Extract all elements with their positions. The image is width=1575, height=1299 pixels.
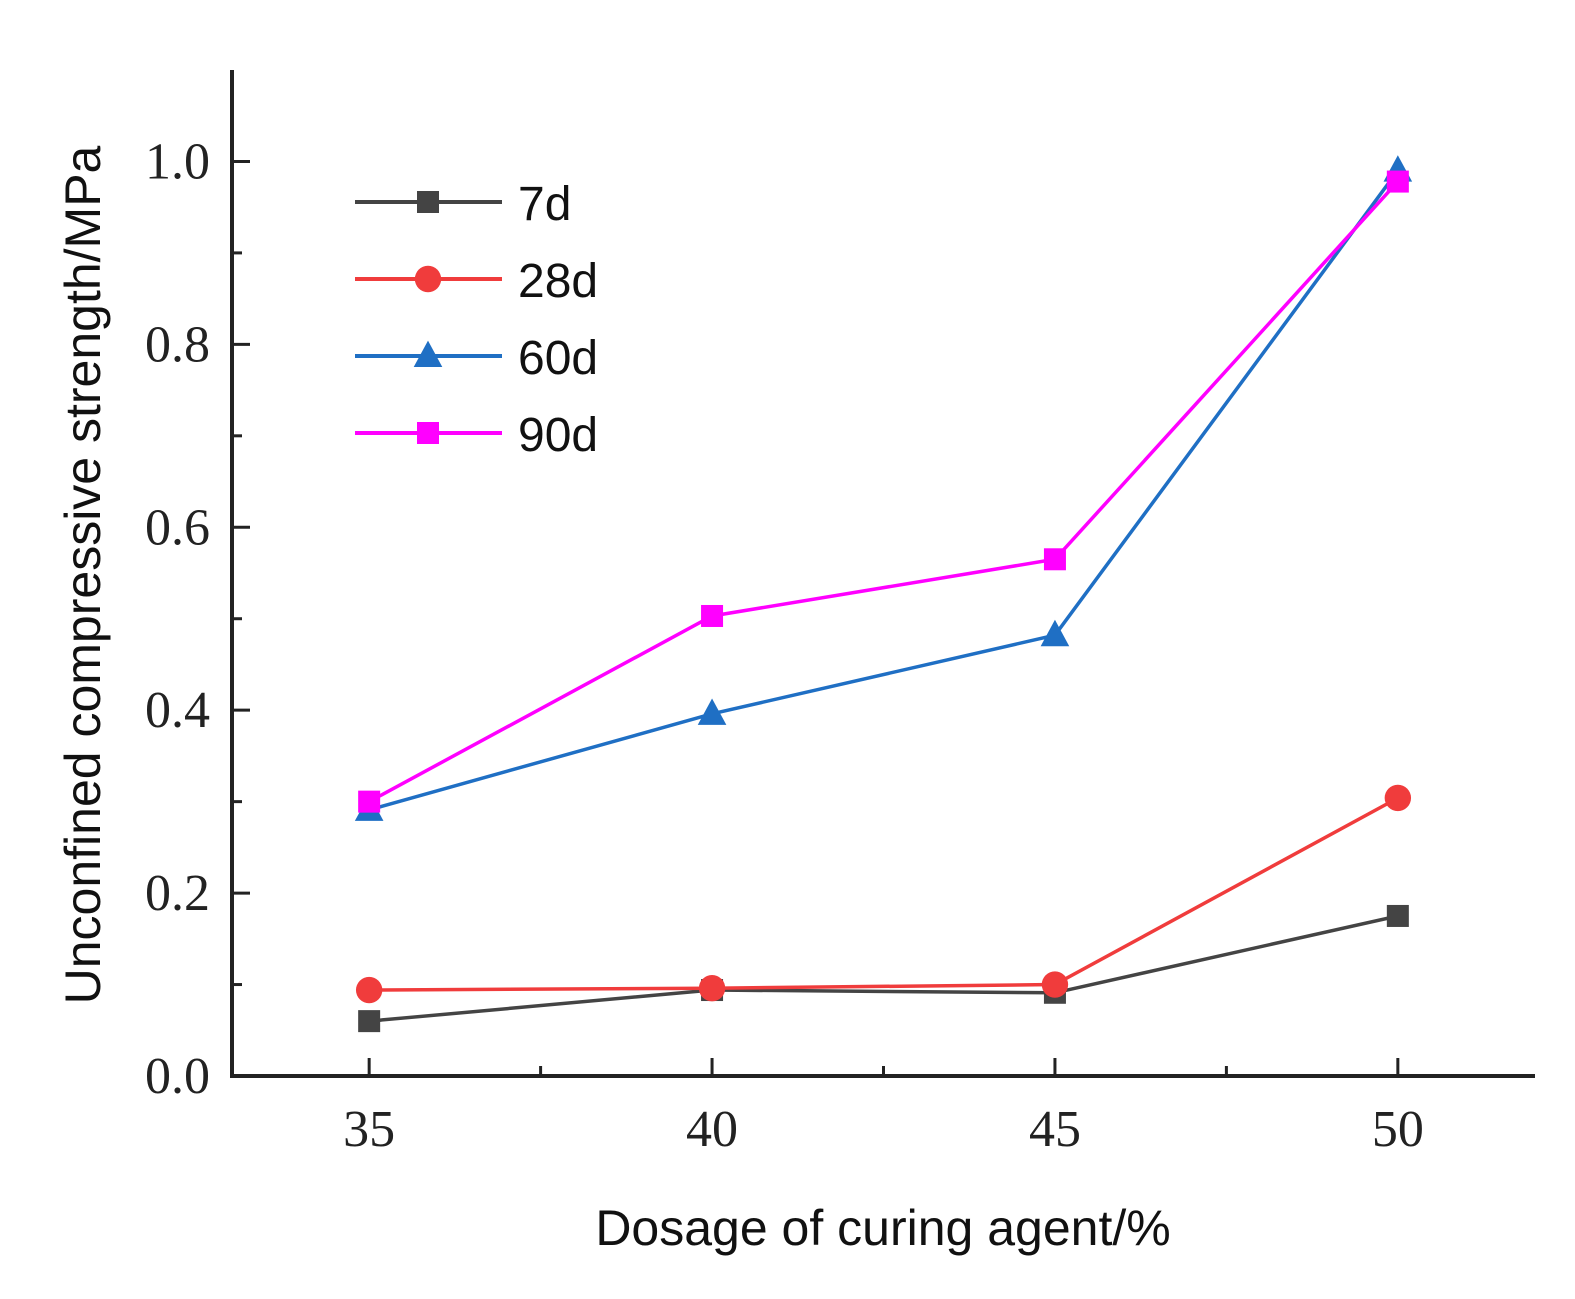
x-tick-label: 50: [1372, 1101, 1424, 1158]
legend-marker: [413, 340, 443, 367]
data-point-90d: [701, 604, 724, 627]
y-tick-label: 0.2: [145, 865, 210, 922]
data-point-7d: [1386, 904, 1409, 927]
y-tick-label: 0.4: [145, 682, 210, 739]
legend-marker: [417, 191, 439, 213]
legend-item-90d: 90d: [355, 409, 598, 462]
series-line-90d: [368, 180, 1400, 804]
series-line-60d: [368, 169, 1400, 812]
data-point-7d: [358, 1010, 381, 1033]
series-60d: [354, 155, 1413, 821]
series-line-7d: [368, 914, 1399, 1023]
series-7d: [358, 904, 1409, 1033]
legend: 7d 28d 60d 90d: [355, 178, 598, 462]
legend-item-28d: 28d: [355, 255, 598, 308]
legend-label: 60d: [518, 332, 598, 385]
x-tick-label: 40: [686, 1101, 738, 1158]
series-group: [354, 155, 1413, 1033]
data-point-90d: [1043, 548, 1066, 571]
y-tick-label: 1.0: [145, 133, 210, 190]
y-axis-label: Unconfined compressive strength/MPa: [55, 145, 111, 1004]
data-point-28d: [698, 975, 726, 1002]
axes: 35 40 45 50 0.0 0.2 0.4 0.6 0.8 1.0: [145, 70, 1535, 1158]
data-point-28d: [1384, 784, 1412, 812]
legend-item-60d: 60d: [355, 332, 598, 385]
y-tick-label: 0.6: [145, 499, 210, 556]
x-tick-label: 35: [343, 1101, 395, 1158]
data-point-60d: [1040, 619, 1070, 647]
legend-label: 7d: [518, 178, 571, 231]
legend-label: 90d: [518, 409, 598, 462]
legend-item-7d: 7d: [355, 178, 571, 231]
legend-marker: [417, 422, 439, 444]
data-point-90d: [1386, 170, 1409, 193]
data-point-60d: [697, 698, 727, 725]
series-28d: [355, 784, 1412, 1004]
legend-marker: [414, 265, 442, 293]
x-tick-label: 45: [1029, 1101, 1081, 1158]
y-tick-label: 0.8: [145, 316, 210, 373]
legend-label: 28d: [518, 255, 598, 308]
y-tick-label: 0.0: [145, 1048, 210, 1105]
series-90d: [358, 170, 1409, 813]
data-point-28d: [355, 976, 383, 1004]
x-axis-label: Dosage of curing agent/%: [595, 1200, 1170, 1256]
data-point-90d: [358, 790, 381, 813]
data-point-28d: [1041, 971, 1069, 998]
series-line-28d: [369, 796, 1399, 992]
